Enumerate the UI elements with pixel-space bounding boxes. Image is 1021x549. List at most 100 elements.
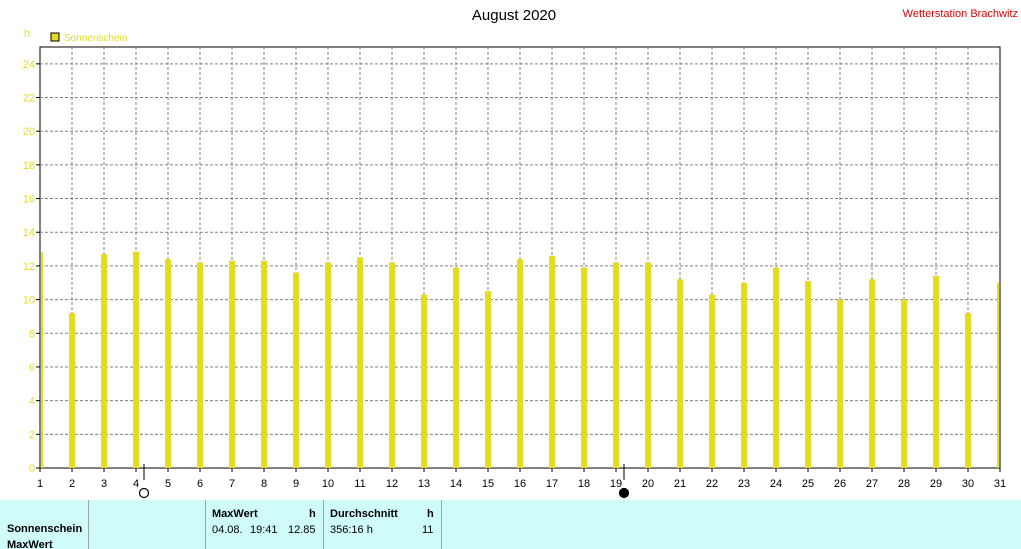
footer-separator bbox=[441, 500, 442, 549]
x-tick-label: 20 bbox=[642, 478, 654, 490]
y-tick-label: 16 bbox=[23, 194, 35, 206]
x-tick-label: 10 bbox=[322, 478, 334, 490]
bar bbox=[613, 262, 619, 468]
x-tick-label: 23 bbox=[738, 478, 750, 490]
y-tick-label: 2 bbox=[29, 429, 35, 441]
bar bbox=[741, 282, 747, 468]
bar bbox=[229, 260, 235, 468]
x-tick-label: 21 bbox=[674, 478, 686, 490]
bar bbox=[581, 267, 587, 468]
bar bbox=[293, 272, 299, 468]
bar bbox=[645, 262, 651, 468]
x-tick-label: 8 bbox=[261, 478, 267, 490]
x-tick-label: 17 bbox=[546, 478, 558, 490]
y-tick-label: 24 bbox=[23, 59, 35, 71]
x-tick-label: 16 bbox=[514, 478, 526, 490]
bar bbox=[261, 260, 267, 468]
x-tick-label: 30 bbox=[962, 478, 974, 490]
max-unit: h bbox=[309, 508, 316, 520]
x-tick-label: 13 bbox=[418, 478, 430, 490]
avg-value: 11 bbox=[422, 524, 434, 536]
x-tick-label: 14 bbox=[450, 478, 462, 490]
bar bbox=[389, 262, 395, 468]
bar bbox=[677, 279, 683, 468]
max-value: 12.85 bbox=[288, 524, 316, 536]
x-tick-label: 1 bbox=[37, 478, 43, 490]
moon-phases bbox=[138, 464, 630, 499]
bar bbox=[869, 279, 875, 468]
x-tick-label: 7 bbox=[229, 478, 235, 490]
bar bbox=[41, 252, 43, 468]
x-tick-label: 29 bbox=[930, 478, 942, 490]
bar bbox=[101, 254, 107, 468]
y-tick-label: 0 bbox=[29, 463, 35, 475]
bars bbox=[41, 251, 999, 468]
bar bbox=[517, 259, 523, 468]
y-tick-label: 12 bbox=[23, 261, 35, 273]
sunshine-chart: August 2020 Wetterstation Brachwitz h So… bbox=[23, 7, 1018, 499]
chart-title: August 2020 bbox=[472, 7, 556, 24]
x-tick-label: 3 bbox=[101, 478, 107, 490]
bar bbox=[837, 299, 843, 468]
bar bbox=[69, 313, 75, 468]
max-header: MaxWert bbox=[212, 508, 258, 520]
bar bbox=[453, 267, 459, 468]
x-tick-label: 28 bbox=[898, 478, 910, 490]
bar bbox=[901, 299, 907, 468]
bar bbox=[133, 251, 139, 468]
bar bbox=[421, 294, 427, 468]
bar bbox=[997, 282, 999, 468]
y-tick-label: 20 bbox=[23, 126, 35, 138]
footer-separator bbox=[323, 500, 324, 549]
x-tick-label: 9 bbox=[293, 478, 299, 490]
x-axis-ticks: 1 2 3 4 5 6 7 8 9 10 11 12 13 14 15 16 17 18 19 20 21 22 23 24 2… bbox=[37, 468, 1006, 490]
x-tick-label: 22 bbox=[706, 478, 718, 490]
y-tick-label: 22 bbox=[23, 93, 35, 105]
bar bbox=[709, 294, 715, 468]
bar bbox=[357, 257, 363, 468]
bar bbox=[933, 276, 939, 468]
footer-separator bbox=[205, 500, 206, 549]
avg-total: 356:16 h bbox=[330, 524, 373, 536]
footer-separator bbox=[88, 500, 89, 549]
bar bbox=[325, 262, 331, 468]
max-date: 04.08. bbox=[212, 524, 243, 536]
x-tick-label: 26 bbox=[834, 478, 846, 490]
x-tick-label: 18 bbox=[578, 478, 590, 490]
bar bbox=[805, 281, 811, 468]
avg-header: Durchschnitt bbox=[330, 508, 398, 520]
x-tick-label: 2 bbox=[69, 478, 75, 490]
bar bbox=[773, 267, 779, 468]
x-tick-label: 15 bbox=[482, 478, 494, 490]
row-label-maxwert: MaxWert bbox=[7, 539, 53, 549]
y-tick-label: 14 bbox=[23, 227, 35, 239]
y-axis-unit: h bbox=[24, 28, 30, 40]
x-tick-label: 24 bbox=[770, 478, 782, 490]
y-tick-label: 6 bbox=[29, 362, 35, 374]
y-tick-label: 18 bbox=[23, 160, 35, 172]
legend-swatch bbox=[50, 32, 60, 42]
bar bbox=[485, 291, 491, 468]
legend-label: Sonnenschein bbox=[64, 33, 127, 44]
avg-unit: h bbox=[427, 508, 434, 520]
bar bbox=[965, 313, 971, 468]
x-tick-label: 25 bbox=[802, 478, 814, 490]
new-moon-icon bbox=[618, 487, 630, 499]
bar bbox=[549, 255, 555, 468]
summary-table: Sonnenschein MaxWert MaxWert h 04.08. 19… bbox=[0, 500, 1021, 549]
x-tick-label: 12 bbox=[386, 478, 398, 490]
y-tick-label: 10 bbox=[23, 295, 35, 307]
x-tick-label: 31 bbox=[994, 478, 1006, 490]
bar bbox=[197, 262, 203, 468]
station-name: Wetterstation Brachwitz bbox=[903, 8, 1018, 20]
max-time: 19:41 bbox=[250, 524, 278, 536]
x-tick-label: 5 bbox=[165, 478, 171, 490]
row-label-sunshine: Sonnenschein bbox=[7, 523, 83, 535]
y-tick-label: 4 bbox=[29, 396, 35, 408]
bar bbox=[165, 259, 171, 468]
x-tick-label: 11 bbox=[354, 478, 365, 490]
x-tick-label: 4 bbox=[133, 478, 139, 490]
x-tick-label: 27 bbox=[866, 478, 878, 490]
full-moon-icon bbox=[138, 487, 150, 499]
